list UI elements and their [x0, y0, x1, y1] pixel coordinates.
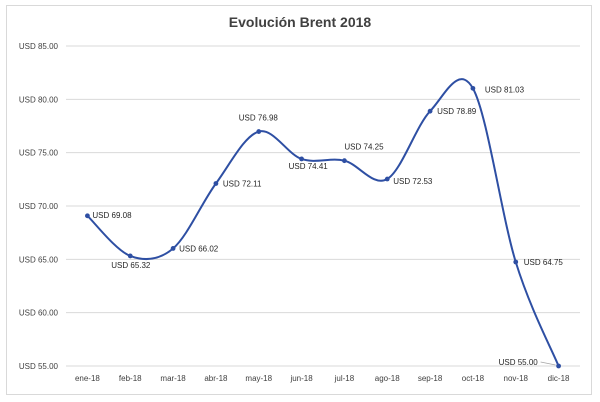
data-point	[85, 213, 90, 219]
y-tick-label: USD 55.00	[19, 362, 59, 371]
data-point	[470, 85, 476, 91]
x-tick-label: ago-18	[375, 374, 400, 383]
data-point	[556, 363, 561, 369]
data-point	[342, 158, 347, 164]
y-tick-label: USD 75.00	[19, 149, 59, 158]
data-label: USD 81.03	[485, 85, 525, 94]
y-tick-label: USD 80.00	[19, 95, 59, 104]
chart-title: Evolución Brent 2018	[228, 14, 372, 30]
data-label: USD 55.00	[499, 358, 539, 367]
chart-frame	[6, 5, 592, 395]
x-tick-label: abr-18	[204, 374, 228, 383]
x-tick-label: nov-18	[504, 374, 529, 383]
data-label: USD 74.25	[344, 143, 384, 152]
data-label: USD 78.89	[437, 107, 477, 116]
data-label: USD 66.02	[179, 244, 219, 253]
data-point	[127, 253, 133, 259]
data-point	[213, 181, 219, 186]
x-tick-label: oct-18	[462, 374, 485, 383]
data-label: USD 72.53	[393, 177, 433, 186]
data-label: USD 72.11	[223, 179, 262, 188]
x-tick-label: ene-18	[75, 374, 100, 383]
x-tick-label: sep-18	[418, 374, 443, 383]
data-point	[256, 129, 262, 134]
data-label: USD 65.32	[111, 261, 151, 270]
data-point	[384, 176, 390, 182]
data-point	[170, 246, 176, 251]
data-label: USD 74.41	[289, 162, 329, 171]
y-tick-label: USD 70.00	[19, 202, 59, 211]
x-tick-label: dic-18	[548, 374, 570, 383]
x-tick-label: may-18	[245, 374, 272, 383]
y-tick-label: USD 85.00	[19, 42, 59, 51]
y-tick-label: USD 60.00	[19, 309, 59, 318]
data-point	[427, 108, 433, 114]
data-label: USD 64.75	[524, 258, 564, 267]
x-tick-label: feb-18	[119, 374, 142, 383]
x-tick-label: jun-18	[289, 374, 313, 383]
x-tick-label: jul-18	[334, 374, 355, 383]
data-label: USD 76.98	[239, 114, 279, 123]
y-tick-label: USD 65.00	[19, 255, 59, 264]
data-point	[299, 156, 304, 162]
data-label: USD 69.08	[92, 211, 132, 220]
series-line	[86, 78, 560, 367]
x-tick-label: mar-18	[160, 374, 186, 383]
label-leader-line	[540, 361, 556, 366]
data-point	[513, 259, 519, 265]
